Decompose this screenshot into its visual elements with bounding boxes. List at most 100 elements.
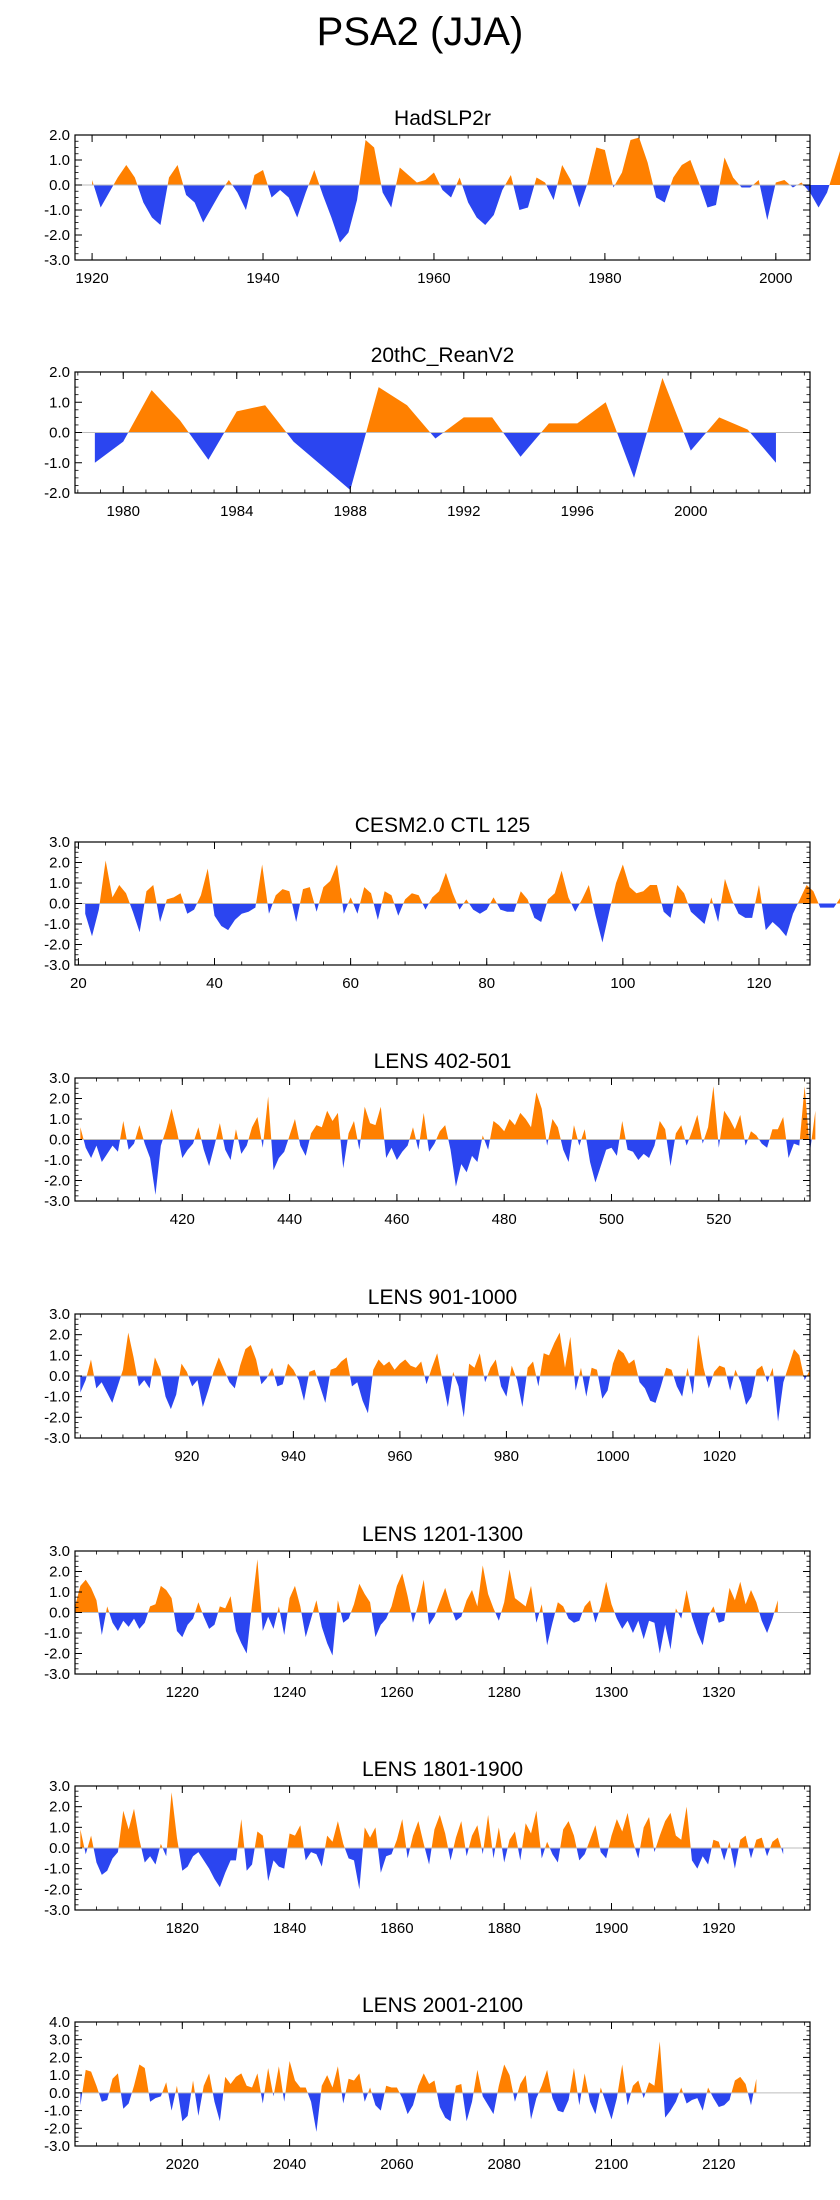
panel-title: LENS 901-1000 <box>368 1286 517 1309</box>
y-tick-label: -1.0 <box>44 1625 70 1642</box>
x-tick-label: 1980 <box>588 270 621 287</box>
x-tick-label: 1996 <box>561 503 594 520</box>
x-tick-label: 980 <box>494 1448 519 1465</box>
x-tick-label: 500 <box>599 1211 624 1228</box>
positive-area <box>80 2041 757 2093</box>
x-tick-label: 2040 <box>273 2156 306 2173</box>
x-tick-label: 1320 <box>702 1684 735 1701</box>
y-tick-label: -3.0 <box>44 252 70 269</box>
x-tick-label: 1984 <box>220 503 253 520</box>
x-tick-label: 1280 <box>488 1684 521 1701</box>
y-tick-label: 0.0 <box>49 425 70 442</box>
x-tick-label: 2060 <box>380 2156 413 2173</box>
panel-6: LENS 1201-1300 3.0 2.0 1.0 0.0 -1.0 -2.0 -3.0 12… <box>44 1523 811 1701</box>
negative-area <box>75 1612 778 1656</box>
y-tick-label: 1.0 <box>49 1347 70 1364</box>
y-tick-label: -1.0 <box>44 202 70 219</box>
panel-5: LENS 901-1000 3.0 2.0 1.0 0.0 -1.0 -2.0 -3.0 920… <box>44 1286 811 1465</box>
y-tick-label: 1.0 <box>49 1819 70 1836</box>
x-tick-label: 2000 <box>674 503 707 520</box>
y-tick-label: -2.0 <box>44 227 70 244</box>
y-tick-label: 2.0 <box>49 1091 70 1108</box>
plot-frame <box>74 134 811 261</box>
y-tick-label: -2.0 <box>44 1173 70 1190</box>
panel-title: LENS 1201-1300 <box>362 1523 523 1546</box>
positive-area <box>75 1559 778 1613</box>
x-tick-label: 520 <box>706 1211 731 1228</box>
x-tick-label: 460 <box>384 1211 409 1228</box>
x-tick-label: 1220 <box>166 1684 199 1701</box>
y-tick-label: -2.0 <box>44 485 70 502</box>
x-tick-label: 960 <box>387 1448 412 1465</box>
y-tick-label: -2.0 <box>44 1646 70 1663</box>
x-tick-label: 20 <box>70 975 87 992</box>
negative-area <box>80 1139 816 1195</box>
y-tick-label: 2.0 <box>49 364 70 381</box>
y-tick-label: 2.0 <box>49 1564 70 1581</box>
y-tick-label: -3.0 <box>44 2138 70 2155</box>
x-tick-label: 2120 <box>702 2156 735 2173</box>
x-tick-label: 1840 <box>273 1920 306 1937</box>
y-tick-label: 3.0 <box>49 2032 70 2049</box>
panel-title: LENS 1801-1900 <box>362 1758 523 1781</box>
x-tick-label: 120 <box>746 975 771 992</box>
x-tick-label: 940 <box>281 1448 306 1465</box>
y-tick-label: 0.0 <box>49 896 70 913</box>
y-tick-label: -1.0 <box>44 455 70 472</box>
x-tick-label: 1880 <box>488 1920 521 1937</box>
y-tick-label: -3.0 <box>44 1902 70 1919</box>
plot-frame <box>74 2021 811 2147</box>
x-tick-label: 1900 <box>595 1920 628 1937</box>
panel-title: LENS 2001-2100 <box>362 1994 523 2017</box>
panel-7: LENS 1801-1900 3.0 2.0 1.0 0.0 -1.0 -2.0 -3.0 18… <box>44 1758 811 1937</box>
y-tick-label: -1.0 <box>44 1861 70 1878</box>
y-tick-label: 0.0 <box>49 2085 70 2102</box>
x-tick-label: 1920 <box>75 270 108 287</box>
negative-area <box>94 432 776 490</box>
x-tick-label: 1240 <box>273 1684 306 1701</box>
negative-area <box>92 185 840 243</box>
x-tick-label: 1920 <box>702 1920 735 1937</box>
x-tick-label: 2100 <box>595 2156 628 2173</box>
x-tick-label: 1300 <box>595 1684 628 1701</box>
y-tick-label: 0.0 <box>49 1368 70 1385</box>
positive-area <box>94 378 776 433</box>
y-tick-label: -2.0 <box>44 1881 70 1898</box>
y-tick-label: 2.0 <box>49 855 70 872</box>
x-tick-label: 80 <box>478 975 495 992</box>
y-tick-label: 1.0 <box>49 1584 70 1601</box>
panel-title: 20thC_ReanV2 <box>371 344 515 367</box>
x-tick-label: 1000 <box>596 1448 629 1465</box>
y-tick-label: -1.0 <box>44 916 70 933</box>
y-tick-label: -2.0 <box>44 1409 70 1426</box>
x-tick-label: 420 <box>170 1211 195 1228</box>
y-tick-label: -3.0 <box>44 957 70 974</box>
y-tick-label: -1.0 <box>44 1389 70 1406</box>
y-tick-label: 1.0 <box>49 394 70 411</box>
x-tick-label: 1820 <box>166 1920 199 1937</box>
positive-area <box>80 1332 810 1376</box>
y-tick-label: 1.0 <box>49 2067 70 2084</box>
y-tick-label: 3.0 <box>49 1778 70 1795</box>
x-tick-label: 40 <box>206 975 223 992</box>
positive-area <box>85 860 840 904</box>
x-tick-label: 1980 <box>107 503 140 520</box>
panel-title: LENS 402-501 <box>374 1050 512 1073</box>
y-tick-label: 2.0 <box>49 2049 70 2066</box>
y-tick-label: 0.0 <box>49 1840 70 1857</box>
y-tick-label: -3.0 <box>44 1430 70 1447</box>
x-tick-label: 440 <box>277 1211 302 1228</box>
x-tick-label: 2020 <box>166 2156 199 2173</box>
y-tick-label: 3.0 <box>49 1306 70 1323</box>
positive-area <box>92 137 840 185</box>
panel-2: 20thC_ReanV2 2.0 1.0 0.0 -1.0 -2.0 1980 1984 198… <box>44 344 811 520</box>
negative-area <box>80 2092 757 2132</box>
y-tick-label: 0.0 <box>49 1132 70 1149</box>
panel-title: CESM2.0 CTL 125 <box>355 814 530 837</box>
x-tick-label: 1992 <box>447 503 480 520</box>
y-tick-label: 0.0 <box>49 1605 70 1622</box>
x-tick-label: 1940 <box>246 270 279 287</box>
y-tick-label: 1.0 <box>49 1111 70 1128</box>
positive-area <box>80 1086 816 1140</box>
